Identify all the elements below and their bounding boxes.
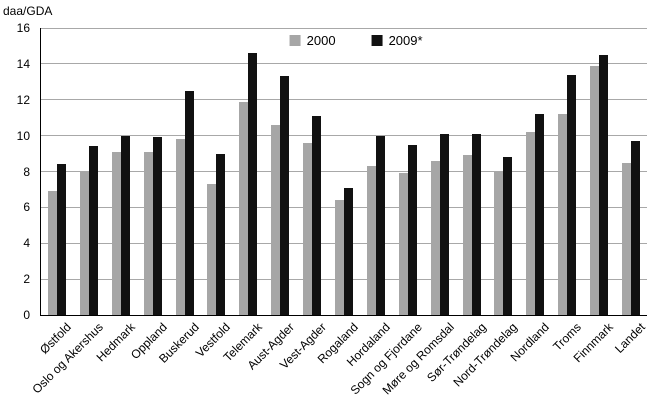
legend-item-2000: 2000 (289, 33, 336, 48)
bar-group (583, 54, 615, 315)
bar-2009-10 (343, 187, 353, 315)
bar-2000-8 (271, 124, 281, 315)
gridline (41, 99, 647, 101)
bar-2009-9 (312, 115, 322, 315)
bar-group (137, 137, 169, 315)
bar-group (73, 146, 105, 315)
bar-2000-11 (366, 166, 376, 315)
bar-group (551, 74, 583, 315)
bar-2009-11 (375, 135, 385, 315)
bar-2000-10 (334, 200, 344, 315)
bar-group (296, 115, 328, 315)
bar-2009-8 (280, 76, 290, 315)
bar-group (360, 135, 392, 315)
bar-group (169, 90, 201, 315)
bar-group (456, 133, 488, 315)
bar-2000-17 (558, 114, 568, 315)
bar-2000-7 (239, 101, 249, 315)
bar-2000-3 (111, 151, 121, 315)
bars-container (41, 28, 647, 315)
bar-group (232, 53, 264, 315)
legend-label-2000: 2000 (306, 33, 336, 48)
bar-2000-6 (207, 184, 217, 315)
bar-group (392, 144, 424, 315)
bar-2000-9 (303, 142, 313, 315)
bar-2009-12 (407, 144, 417, 315)
legend-swatch-2009 (371, 35, 383, 46)
bar-2000-19 (621, 162, 631, 315)
bar-2000-4 (143, 151, 153, 315)
gridline (41, 171, 647, 172)
bar-2009-16 (535, 114, 545, 315)
plot-area: 2000 2009* (40, 27, 647, 316)
legend-label-2009: 2009* (388, 33, 423, 48)
y-tick-label: 6 (23, 200, 30, 215)
y-tick-label: 8 (23, 164, 30, 179)
y-tick-label: 10 (16, 128, 30, 143)
x-axis-tick-labels: Østfold Oslo og Akershus Hedmark Oppland Bus… (29, 318, 648, 403)
gridline (41, 63, 647, 65)
bar-2009-14 (471, 133, 481, 315)
legend-item-2009: 2009* (371, 33, 423, 48)
bar-2009-3 (120, 135, 130, 315)
bar-2009-18 (599, 54, 609, 315)
bar-group (41, 164, 73, 315)
bar-2000-13 (430, 160, 440, 315)
bar-2000-14 (462, 155, 472, 315)
bar-group (264, 76, 296, 315)
bar-2000-5 (175, 139, 185, 315)
bar-2000-12 (398, 173, 408, 315)
bar-2009-15 (503, 157, 513, 315)
legend: 2000 2009* (283, 31, 429, 50)
bar-2009-4 (152, 137, 162, 315)
bar-2009-2 (88, 146, 98, 315)
y-tick-label: 14 (16, 56, 30, 71)
gridline (41, 135, 647, 137)
bar-2000-2 (79, 171, 89, 315)
bar-2009-1 (56, 164, 66, 315)
bar-2009-6 (216, 153, 226, 315)
bar-group (424, 133, 456, 315)
bar-2009-5 (184, 90, 194, 315)
y-axis-title: daa/GDA (3, 4, 53, 18)
bar-group (487, 157, 519, 315)
bar-2000-16 (526, 132, 536, 315)
bar-group (328, 187, 360, 315)
bar-2009-7 (248, 53, 258, 315)
bar-2009-19 (630, 141, 640, 315)
bar-group (615, 141, 647, 315)
bar-group (519, 114, 551, 315)
bar-2000-18 (590, 65, 600, 315)
bar-group (200, 153, 232, 315)
y-tick-label: 2 (23, 272, 30, 287)
y-tick-label: 12 (16, 92, 30, 107)
bar-2009-13 (439, 133, 449, 315)
y-tick-label: 4 (23, 236, 30, 251)
bar-2000-15 (494, 171, 504, 315)
gridline (41, 27, 647, 29)
x-tick-label: Landet (612, 320, 648, 356)
y-tick-label: 0 (23, 308, 30, 322)
y-tick-label: 16 (16, 21, 30, 35)
bar-2000-1 (47, 191, 57, 315)
legend-swatch-2000 (289, 35, 301, 46)
bar-group (105, 135, 137, 315)
bar-2009-17 (567, 74, 577, 315)
y-axis-tick-labels: 0 2 4 6 8 10 12 14 16 (0, 22, 34, 321)
